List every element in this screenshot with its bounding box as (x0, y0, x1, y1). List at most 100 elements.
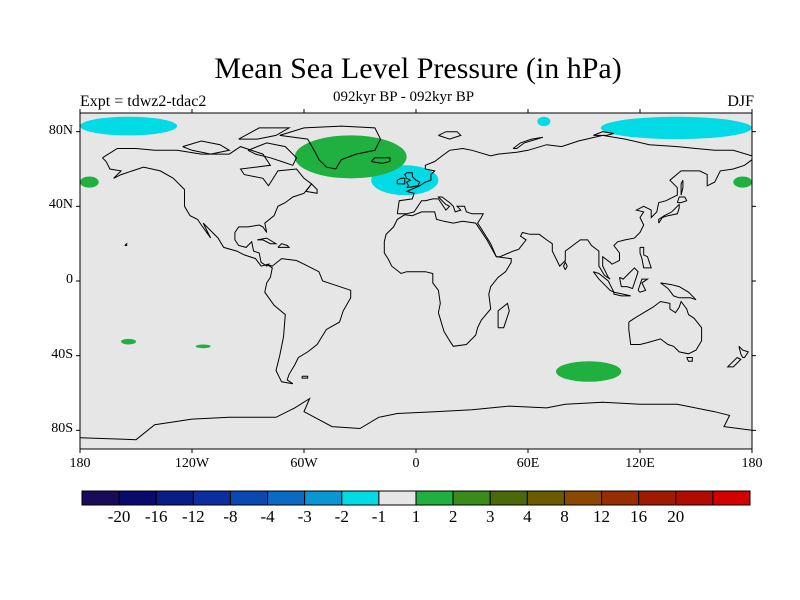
coastline-great-britain (404, 172, 421, 189)
colorbar-swatch (638, 490, 677, 506)
colorbar-label: -20 (107, 507, 131, 526)
coastline-new-zealand-south (726, 357, 742, 368)
anomaly-south-pacific-high-2 (195, 344, 211, 349)
x-tick-label: 60E (516, 456, 540, 471)
anomaly-arctic-east-low (600, 116, 752, 140)
colorbar-swatch (341, 490, 380, 506)
coastline-philippines (639, 246, 652, 269)
anomaly-dateline-high (80, 176, 99, 188)
colorbar-label: 16 (630, 507, 648, 526)
colorbar-swatch (415, 490, 454, 506)
colorbar-swatch (155, 490, 194, 506)
coastline-sumatra (592, 271, 616, 294)
coastline-iceland (370, 157, 391, 164)
map-background (80, 113, 752, 449)
figure-subtitle: 092kyr BP - 092kyr BP (333, 89, 475, 105)
y-tick-label: 40N (48, 197, 73, 213)
colorbar-label: 1 (411, 507, 421, 526)
x-tick-label: 180 (741, 456, 763, 471)
coastline-tasmania (686, 357, 693, 362)
map-area (80, 113, 752, 449)
coastline-greenland (279, 125, 382, 170)
coastline-eurasia (396, 134, 752, 280)
x-tick-label: 180 (69, 456, 91, 471)
colorbar-swatch (304, 490, 343, 506)
coastline-madagascar (497, 302, 510, 329)
coastline-africa (383, 211, 512, 347)
colorbar-swatch (675, 490, 714, 506)
experiment-label: Expt = tdwz2-tdac2 (80, 93, 207, 110)
coastline-sakhalin (680, 179, 684, 196)
coastline-new-guinea (660, 282, 697, 301)
y-tick-label: 0 (66, 272, 73, 287)
x-tick-label: 60W (290, 456, 318, 471)
colorbar-swatch (229, 490, 269, 506)
coastline-baffin (247, 142, 298, 166)
colorbar-label: -3 (297, 507, 312, 526)
coastline-australia (628, 300, 703, 355)
colorbar-label: -8 (223, 507, 238, 526)
colorbar-label: 4 (523, 507, 532, 526)
y-tick-label: 40S (51, 346, 73, 362)
colorbar-swatch (81, 490, 120, 506)
x-tick-label: 120W (174, 456, 210, 471)
coastline-antarctica (80, 397, 752, 441)
y-tick-label: 80N (48, 122, 73, 138)
colorbar-swatch (267, 490, 306, 506)
coastline-cuba (257, 237, 278, 245)
colorbar-swatch (526, 490, 565, 506)
season-label: DJF (727, 93, 754, 110)
colorbar-label: -16 (144, 507, 168, 526)
colorbar (81, 490, 751, 506)
colorbar-label: 2 (448, 507, 458, 526)
anomaly-east-siberia-high (733, 176, 752, 188)
coastlines (80, 125, 752, 441)
colorbar-label: -4 (260, 507, 275, 526)
coastline-borneo (619, 267, 639, 290)
colorbar-swatch (712, 490, 751, 506)
colorbar-label: 8 (560, 507, 569, 526)
coastline-hokkaido (676, 196, 688, 204)
colorbar-swatch (378, 490, 417, 506)
anomaly-barents-low (537, 116, 551, 127)
colorbar-swatch (452, 490, 491, 506)
colorbar-label: 3 (485, 507, 495, 526)
colorbar-label: -2 (334, 507, 349, 526)
coastline-newfoundland (305, 183, 318, 194)
coastline-severnaya (593, 131, 615, 136)
coastline-canadian-arctic (182, 140, 231, 155)
coastline-new-zealand-north (738, 345, 750, 358)
anomaly-southern-ocean-high (556, 361, 622, 382)
coastline-java (613, 291, 631, 297)
colorbar-swatch (118, 490, 157, 506)
anomaly-greenland-high (294, 135, 407, 179)
colorbar-swatch (489, 490, 528, 506)
colorbar-swatch (563, 490, 603, 506)
colorbar-label: 20 (667, 507, 685, 526)
coastline-sri-lanka (562, 261, 568, 271)
colorbar-label: 12 (593, 507, 611, 526)
coastline-sulawesi (637, 278, 650, 293)
coastline-ireland (396, 177, 406, 185)
coastline-ellesmere (238, 127, 291, 140)
anomaly-arctic-pacific-low (80, 116, 178, 136)
coastline-svalbard (438, 131, 462, 140)
coastline-hispaniola (277, 243, 291, 248)
colorbar-label: -12 (181, 507, 205, 526)
colorbar-swatch (192, 490, 231, 506)
y-tick-label: 80S (51, 421, 73, 437)
colorbar-label: -1 (371, 507, 386, 526)
coastline-japan (658, 203, 680, 224)
coastline-novaya-zemlya (512, 136, 544, 149)
colorbar-swatch (601, 490, 640, 506)
anomaly-regions (80, 116, 752, 382)
coastline-falklands (301, 375, 309, 379)
coastline-hawaii (124, 242, 128, 246)
figure-title: Mean Sea Level Pressure (in hPa) (214, 52, 622, 85)
coastline-north-america (102, 146, 313, 267)
x-tick-label: 0 (412, 456, 420, 471)
coastline-south-america (264, 258, 352, 385)
x-tick-label: 120E (625, 456, 655, 471)
